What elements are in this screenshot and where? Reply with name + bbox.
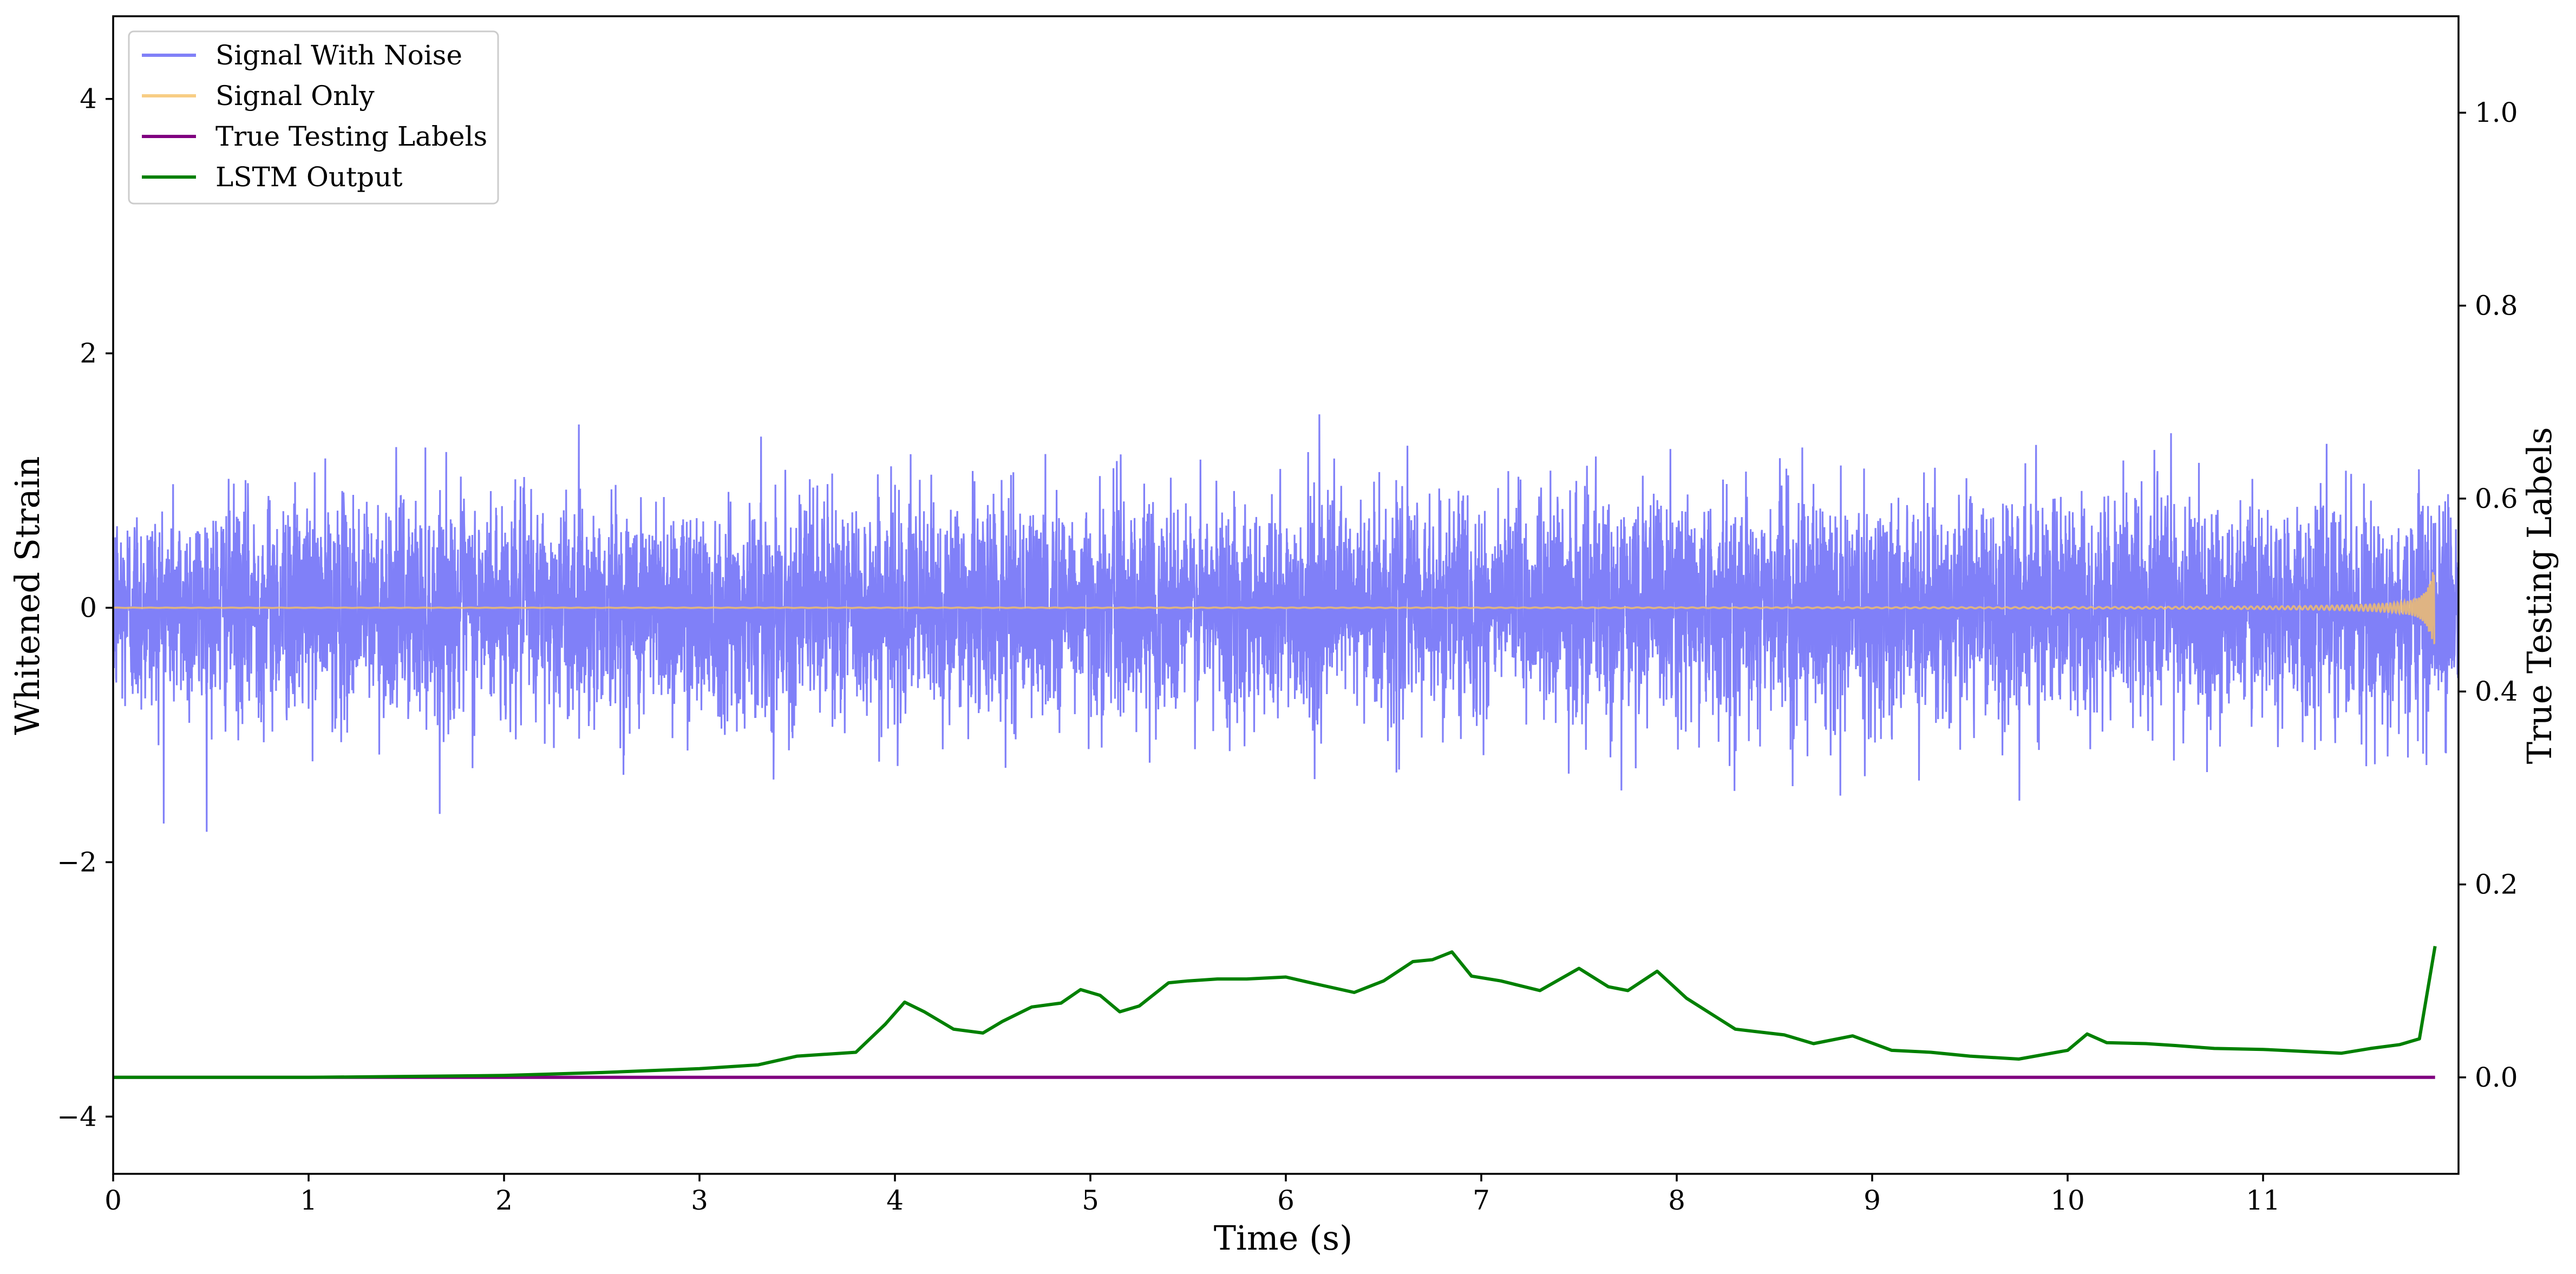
y2-tick-label: 0.8 <box>2475 290 2518 322</box>
y-tick-label: 0 <box>80 592 97 623</box>
plot-area <box>113 414 2459 1079</box>
legend-entry: Signal Only <box>142 80 375 112</box>
x-tick-label: 5 <box>1082 1185 1099 1216</box>
x-tick-label: 1 <box>300 1185 317 1216</box>
legend-entry: True Testing Labels <box>142 121 487 152</box>
series-signal-only <box>113 572 2436 644</box>
x-tick-label: 10 <box>2050 1185 2085 1216</box>
legend: Signal With Noise Signal Only True Testing… <box>128 30 499 205</box>
x-axis-title: Time (s) <box>1214 1218 1353 1258</box>
y-tick-label: −4 <box>57 1101 97 1132</box>
y2-tick-label: 0.6 <box>2475 483 2518 514</box>
legend-label: True Testing Labels <box>215 121 487 152</box>
y-axis-title: Whitened Strain <box>8 456 47 735</box>
lstm-line <box>113 946 2437 1079</box>
series-lstm-output <box>113 946 2437 1079</box>
x-tick-label: 8 <box>1668 1185 1685 1216</box>
series-signal-with-noise <box>113 414 2459 832</box>
signal-line <box>113 572 2436 644</box>
x-tick-label: 2 <box>495 1185 513 1216</box>
y2-tick-label: 0.4 <box>2475 676 2518 707</box>
x-tick-label: 6 <box>1277 1185 1294 1216</box>
legend-entry: LSTM Output <box>142 161 402 193</box>
x-axis: 0 1 2 3 4 5 6 7 8 9 10 11 <box>104 1174 2280 1216</box>
legend-entry: Signal With Noise <box>142 40 462 71</box>
y2-tick-label: 0.0 <box>2475 1062 2518 1093</box>
y2-tick-label: 0.2 <box>2475 869 2518 900</box>
y-tick-label: 4 <box>80 83 97 115</box>
y2-tick-label: 1.0 <box>2475 97 2518 128</box>
y2-axis-title: True Testing Labels <box>2520 427 2559 765</box>
x-tick-label: 9 <box>1864 1185 1881 1216</box>
noise-line <box>113 414 2459 832</box>
legend-label: Signal With Noise <box>215 40 462 71</box>
x-tick-label: 7 <box>1473 1185 1490 1216</box>
legend-label: Signal Only <box>215 80 375 112</box>
y-tick-label: −2 <box>57 846 97 878</box>
x-tick-label: 4 <box>886 1185 904 1216</box>
y-tick-label: 2 <box>80 338 97 369</box>
y-axis-right: 0.0 0.2 0.4 0.6 0.8 1.0 <box>2459 97 2518 1093</box>
y-axis-left: −4 −2 0 2 4 <box>57 83 113 1132</box>
x-tick-label: 11 <box>2246 1185 2280 1216</box>
x-tick-label: 0 <box>104 1185 122 1216</box>
legend-box <box>128 30 499 205</box>
legend-label: LSTM Output <box>215 161 402 193</box>
x-tick-label: 3 <box>691 1185 708 1216</box>
